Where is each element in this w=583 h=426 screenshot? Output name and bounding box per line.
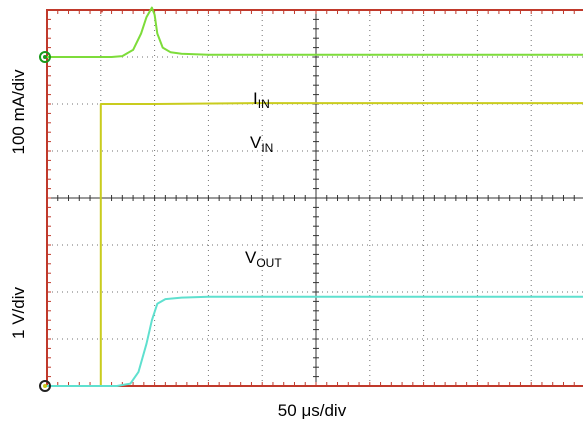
scope-grid [46, 9, 583, 387]
trace-i-in [47, 6, 583, 58]
trace-v-out [47, 295, 583, 387]
series-label-vout: VOUT [245, 248, 282, 270]
y-axis-label-bottom: 1 V/div [9, 287, 28, 339]
y-axis-label-top: 100 mA/div [9, 69, 28, 155]
scope-border [46, 9, 583, 387]
ground-marker-top [39, 51, 51, 63]
series-label-iin: IIN [253, 89, 270, 111]
ground-marker-bottom [39, 380, 51, 392]
trigger-marker [100, 9, 104, 13]
series-label-vin: VIN [250, 133, 273, 155]
x-axis-label: 50 μs/div [278, 401, 347, 420]
scope-traces [47, 6, 583, 387]
